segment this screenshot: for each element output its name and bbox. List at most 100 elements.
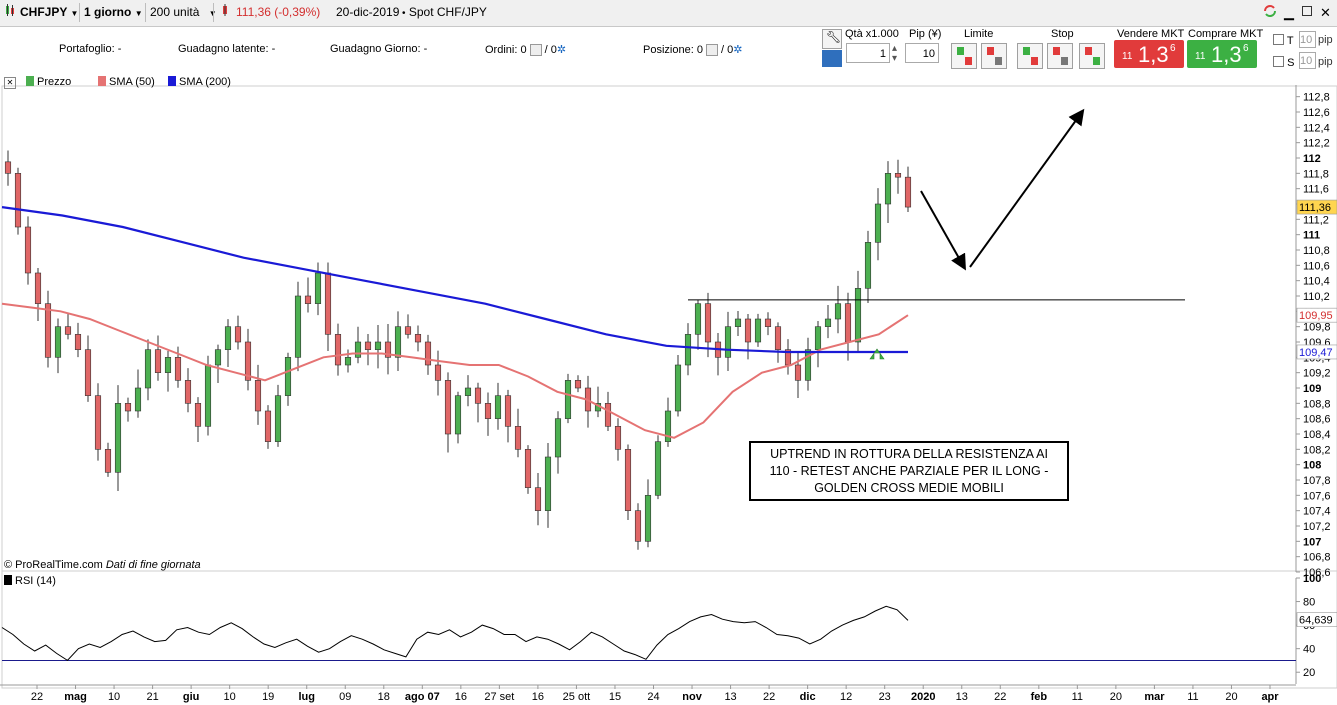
last-price-tag-bg — [1296, 199, 1337, 215]
price-change: 111,36 (-0,39%) — [236, 5, 321, 19]
buy-price-big: 1,3 — [1211, 42, 1242, 67]
chart-type-icon[interactable] — [4, 3, 18, 22]
ordini-total: / 0 — [544, 44, 557, 56]
y-tick-label: 108 — [1303, 460, 1321, 472]
stop-buy-button[interactable] — [1017, 43, 1043, 69]
candle-body — [444, 380, 452, 435]
x-tick-label: 24 — [647, 691, 659, 703]
candle-body — [494, 395, 502, 419]
candle-body — [834, 303, 842, 320]
y-tick-label: 111,6 — [1303, 184, 1329, 196]
candle-body — [644, 495, 652, 542]
posizione-count: 0 — [696, 44, 703, 56]
x-tick-label: giu — [183, 691, 200, 703]
candle-body — [44, 303, 52, 358]
symbol-selector[interactable]: CHFJPY ▼ — [20, 3, 78, 22]
restore-icon[interactable] — [1302, 3, 1312, 22]
t-input[interactable]: 10 — [1299, 31, 1316, 48]
rsi-legend-label: RSI (14) — [15, 575, 56, 587]
take-profit-toggle[interactable]: T — [1273, 34, 1294, 47]
pip-input[interactable]: 10 — [905, 43, 939, 63]
sell-price-sup: 6 — [1170, 43, 1176, 54]
x-tick-label: mag — [64, 691, 87, 703]
y-tick-label: 110,6 — [1303, 260, 1330, 272]
candle-body — [104, 449, 112, 473]
golden-cross-arrow-icon — [869, 348, 885, 360]
top-toolbar: CHFJPY ▼ 1 giorno ▼ 200 unità ▼ 111,36 (… — [0, 0, 1337, 27]
wrench-icon[interactable]: 🔧︎ — [822, 29, 842, 49]
candle-body — [844, 303, 852, 343]
gear-icon[interactable]: ✲ — [556, 44, 567, 56]
sma200-last-tag-bg — [1296, 344, 1337, 360]
portafoglio-value: - — [117, 43, 122, 55]
giorno-info: Guadagno Giorno: - — [330, 43, 427, 55]
down-arrow — [920, 190, 966, 271]
s-pip-unit: pip — [1318, 56, 1333, 68]
candle-body — [774, 326, 782, 350]
rsi-panel-frame — [1, 570, 1337, 689]
positions-list-icon[interactable] — [705, 44, 718, 57]
s-input[interactable]: 10 — [1299, 52, 1316, 69]
close-icon[interactable]: ✕ — [1320, 5, 1331, 20]
x-tick-label: 09 — [339, 691, 351, 703]
keyboard-icon[interactable] — [822, 50, 842, 67]
qty-stepper[interactable]: ▴ ▾ — [892, 43, 898, 64]
price-chart[interactable]: 112,8112,6112,4112,2112111,8111,6111,411… — [0, 72, 1337, 705]
timeframe-selector[interactable]: 1 giorno ▼ — [84, 3, 143, 22]
s-label: S — [1287, 57, 1295, 69]
sma200-last-tag: 109,47 — [1299, 347, 1333, 359]
legend-price[interactable]: Prezzo — [26, 75, 71, 90]
sma50-last-tag: 109,95 — [1299, 310, 1333, 322]
collapse-icon[interactable]: ✕ — [4, 75, 16, 90]
y-tick-label: 112,8 — [1303, 92, 1330, 104]
rsi-last-tag: 64,639 — [1299, 615, 1333, 627]
candle-body — [24, 226, 32, 274]
latente-label: Guadagno latente: — [178, 43, 269, 55]
limit-buy-button[interactable] — [951, 43, 977, 69]
candle-body — [534, 487, 542, 511]
minimize-icon[interactable]: ▁ — [1284, 5, 1294, 20]
y-tick-label: 108,4 — [1303, 429, 1331, 441]
buy-market-button[interactable]: 11 1,3 6 — [1187, 40, 1257, 68]
candle-body — [274, 395, 282, 442]
candle-body — [764, 318, 772, 327]
x-tick-label: 11 — [1187, 691, 1198, 703]
x-tick-label: nov — [682, 691, 702, 703]
candle-body — [14, 173, 22, 228]
y-tick-label: 112,4 — [1303, 122, 1330, 134]
ordini-label: Ordini: — [485, 44, 518, 56]
latente-info: Guadagno latente: - — [178, 43, 275, 55]
candle-body — [684, 334, 692, 366]
y-tick-label: 112 — [1303, 153, 1321, 165]
buy-price-sup: 6 — [1243, 43, 1249, 54]
units-selector[interactable]: 200 unità ▼ — [150, 3, 217, 22]
last-price-tag: 111,36 — [1299, 202, 1331, 214]
candle-body — [224, 326, 232, 350]
candle-body — [504, 395, 512, 427]
legend-sma50[interactable]: SMA (50) — [98, 75, 155, 90]
sync-icon[interactable] — [1262, 3, 1278, 22]
qty-input[interactable]: 1 — [846, 43, 890, 63]
candle-body — [74, 334, 82, 350]
stop-loss-toggle[interactable]: S — [1273, 56, 1294, 69]
sell-mkt-label: Vendere MKT — [1117, 28, 1185, 40]
sma50-line — [1, 302, 909, 439]
symbol-label: CHFJPY — [20, 5, 68, 19]
candle-body — [424, 341, 432, 366]
t-pip-unit: pip — [1318, 34, 1333, 46]
gear-icon[interactable]: ✲ — [733, 44, 743, 56]
y-tick-label: 108,2 — [1303, 444, 1331, 456]
portafoglio-info: Portafoglio: - — [59, 43, 121, 55]
x-tick-label: 22 — [763, 691, 775, 703]
limit-sell-button[interactable] — [981, 43, 1007, 69]
oco-order-button[interactable] — [1079, 43, 1105, 69]
legend-price-label: Prezzo — [37, 76, 72, 88]
candle-body — [724, 326, 732, 358]
x-tick-label: dic — [800, 691, 816, 703]
rsi-legend[interactable]: RSI (14) — [4, 575, 56, 587]
stop-sell-button[interactable] — [1047, 43, 1073, 69]
candle-body — [374, 341, 382, 350]
sell-market-button[interactable]: 11 1,3 6 — [1114, 40, 1184, 68]
legend-sma200[interactable]: SMA (200) — [168, 75, 231, 90]
orders-list-icon[interactable] — [529, 44, 542, 57]
